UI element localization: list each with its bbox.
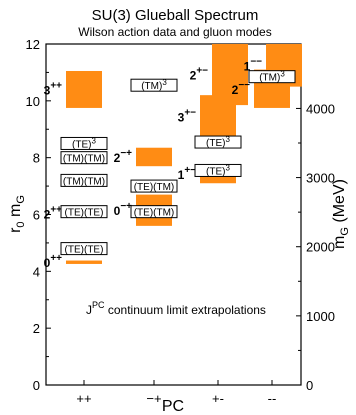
gluon-mode-box	[194, 135, 242, 149]
jpc-label: 3+−	[178, 107, 197, 124]
gluon-mode-box	[130, 179, 178, 193]
glueball-bar	[212, 44, 248, 106]
gluon-mode-box	[130, 205, 178, 219]
y2-axis-ticks: 0 1000 2000 3000 4000	[296, 73, 335, 393]
annotation-text: continuum limit extrapolations	[105, 303, 266, 317]
gluon-mode-label: (TM)3	[141, 78, 167, 92]
y2-tick-label: 0	[306, 378, 313, 393]
gluon-mode-label: (TE)(TE)	[65, 245, 104, 256]
y-tick-label: 4	[33, 264, 40, 279]
y-axis-ticks: 0 2 4 6 8 10 12	[26, 37, 51, 393]
jpc-label: 2−+	[114, 148, 133, 165]
jpc-label: 2+−	[190, 66, 209, 83]
y-tick-label: 10	[26, 94, 40, 109]
jpc-label: 0−+	[114, 201, 133, 218]
jpc-label: 2++	[44, 205, 63, 222]
gluon-mode-label: (TE)3	[206, 163, 230, 177]
y2-tick-label: 1000	[306, 309, 335, 324]
gluon-mode-box	[60, 136, 108, 150]
gluon-mode-box	[248, 70, 296, 84]
x-tick-label: −+	[146, 391, 161, 406]
gluon-mode-box	[60, 205, 108, 219]
y-axis-label-sub1: 0	[15, 221, 27, 227]
gluon-mode-label: (TE)3	[206, 135, 230, 149]
y2-tick-label: 2000	[306, 240, 335, 255]
gluon-mode-boxes: (TE)(TE) (TE)(TE) (TM)(TM) (TM)(TM) (TE)3 (TE…	[60, 70, 296, 256]
x-tick-label: +-	[212, 391, 224, 406]
y-tick-label: 0	[33, 378, 40, 393]
jpc-label: 1−−	[244, 56, 263, 73]
y2-tick-label: 3000	[306, 171, 335, 186]
gluon-mode-box	[130, 78, 178, 92]
y-tick-label: 8	[33, 151, 40, 166]
gluon-mode-box	[194, 163, 242, 177]
continuum-annotation: JPC continuum limit extrapolations	[86, 300, 266, 317]
gluon-mode-label: (TE)(TM)	[134, 182, 175, 193]
gluon-mode-label: (TE)(TM)	[134, 208, 175, 219]
y-axis-label: r0 mG	[7, 195, 27, 233]
y2-axis-label-main: m	[331, 236, 348, 249]
gluon-mode-label: (TM)3	[259, 70, 285, 84]
glueball-bar	[66, 260, 102, 264]
x-axis-label: PC	[162, 398, 184, 415]
y-axis-label-main: r	[7, 227, 24, 233]
x-axis-ticks: ++ −+ +- --	[76, 380, 276, 406]
y2-axis-label: mG (MeV)	[331, 179, 351, 249]
annotation-prefix: J	[86, 303, 92, 317]
x-tick-label: ++	[76, 391, 91, 406]
y2-tick-label: 4000	[306, 101, 335, 116]
gluon-mode-box	[60, 242, 108, 256]
y2-axis-label-sub: G	[339, 227, 351, 236]
y-tick-label: 12	[26, 37, 40, 52]
x-tick-label: --	[268, 391, 277, 406]
gluon-mode-label: (TM)(TM)	[63, 154, 105, 165]
glueball-bar	[66, 70, 102, 108]
gluon-mode-box	[60, 173, 108, 187]
y2-axis-label-unit: (MeV)	[331, 179, 348, 227]
glueball-bar	[136, 147, 172, 167]
jpc-label: 0++	[44, 253, 63, 270]
y-axis-label-sub2: G	[15, 195, 27, 204]
jpc-label: 1+−	[178, 165, 197, 182]
jpc-label: 3++	[44, 80, 63, 97]
gluon-mode-label: (TM)(TM)	[63, 176, 105, 187]
chart-title: SU(3) Glueball Spectrum	[92, 7, 259, 24]
gluon-mode-label: (TE)3	[72, 136, 96, 150]
annotation-sup: PC	[92, 300, 105, 310]
jpc-label: 2−−	[232, 80, 251, 97]
y-tick-label: 6	[33, 208, 40, 223]
chart-subtitle: Wilson action data and gluon modes	[78, 25, 271, 39]
gluon-mode-box	[60, 151, 108, 165]
y-tick-label: 2	[33, 321, 40, 336]
y-axis-label-mid: m	[7, 204, 24, 222]
gluon-mode-label: (TE)(TE)	[65, 208, 104, 219]
